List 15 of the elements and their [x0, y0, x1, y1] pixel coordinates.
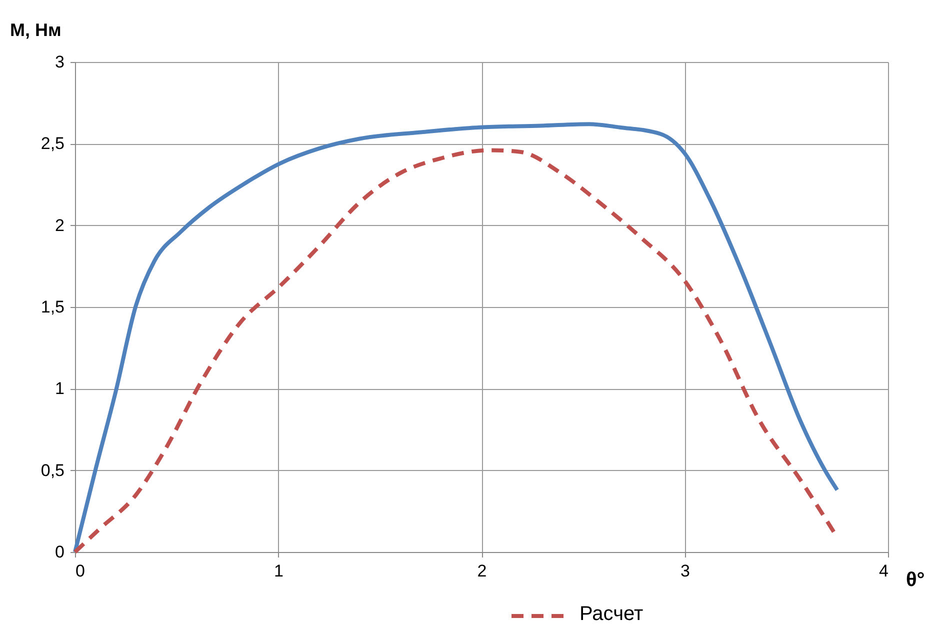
- y-tick-label: 3: [55, 52, 64, 72]
- y-tick-label: 2,5: [40, 134, 64, 154]
- x-tick-label: 4: [879, 562, 888, 580]
- y-axis-title: M, Нм: [10, 20, 62, 40]
- x-tick-label: 0: [76, 562, 85, 580]
- x-tick-label: 1: [274, 562, 284, 580]
- y-tick-label: 1: [55, 379, 64, 398]
- y-tick-label: 1,5: [40, 298, 64, 316]
- x-axis-title: θ°: [906, 569, 925, 591]
- x-tick-label: 2: [477, 562, 487, 580]
- y-tick-label: 2: [55, 216, 64, 235]
- legend-label: Расчет: [580, 603, 644, 625]
- x-tick-label: 3: [680, 562, 690, 580]
- y-tick-label: 0: [55, 542, 64, 562]
- y-tick-label: 0,5: [40, 460, 64, 480]
